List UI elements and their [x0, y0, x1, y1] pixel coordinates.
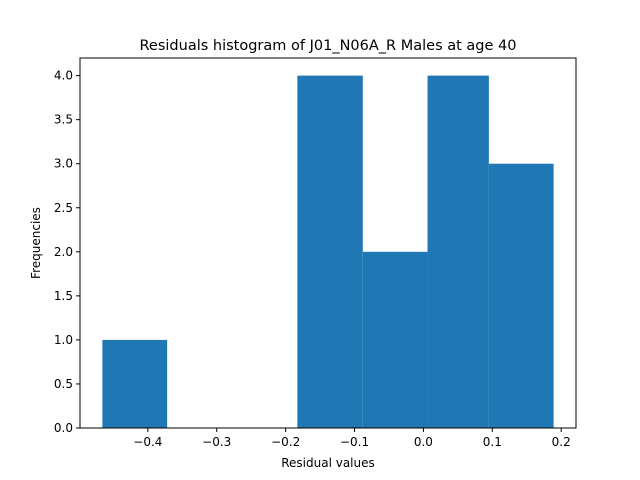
y-axis-label: Frequencies — [29, 207, 43, 279]
x-axis-label: Residual values — [281, 456, 375, 470]
y-tick-label: 0.0 — [54, 421, 73, 435]
y-tick-label: 3.5 — [54, 113, 73, 127]
y-axis-ticks: 0.0 0.5 1.0 1.5 2.0 2.5 3.0 3.5 4.0 — [54, 69, 80, 435]
x-tick-label: −0.2 — [271, 435, 300, 449]
histogram-bar-6 — [488, 163, 554, 428]
x-axis-ticks: −0.4 −0.3 −0.2 −0.1 0.0 0.1 0.2 — [133, 428, 571, 449]
histogram-bar-4 — [362, 251, 428, 428]
x-tick-label: 0.0 — [414, 435, 433, 449]
x-tick-label: 0.1 — [483, 435, 502, 449]
y-tick-label: 1.5 — [54, 289, 73, 303]
y-tick-label: 1.0 — [54, 333, 73, 347]
x-tick-label: −0.1 — [340, 435, 369, 449]
y-tick-label: 2.0 — [54, 245, 73, 259]
y-tick-label: 3.0 — [54, 157, 73, 171]
y-tick-label: 4.0 — [54, 69, 73, 83]
histogram-bar-5 — [427, 75, 489, 428]
x-tick-label: 0.2 — [552, 435, 571, 449]
y-tick-label: 0.5 — [54, 377, 73, 391]
histogram-bar-0 — [102, 339, 168, 428]
chart-title: Residuals histogram of J01_N06A_R Males … — [140, 38, 517, 54]
plot-frame — [79, 57, 577, 429]
bars-group — [102, 75, 554, 428]
x-tick-label: −0.4 — [133, 435, 162, 449]
histogram-bar-3 — [297, 75, 363, 428]
y-tick-label: 2.5 — [54, 201, 73, 215]
x-tick-label: −0.3 — [202, 435, 231, 449]
